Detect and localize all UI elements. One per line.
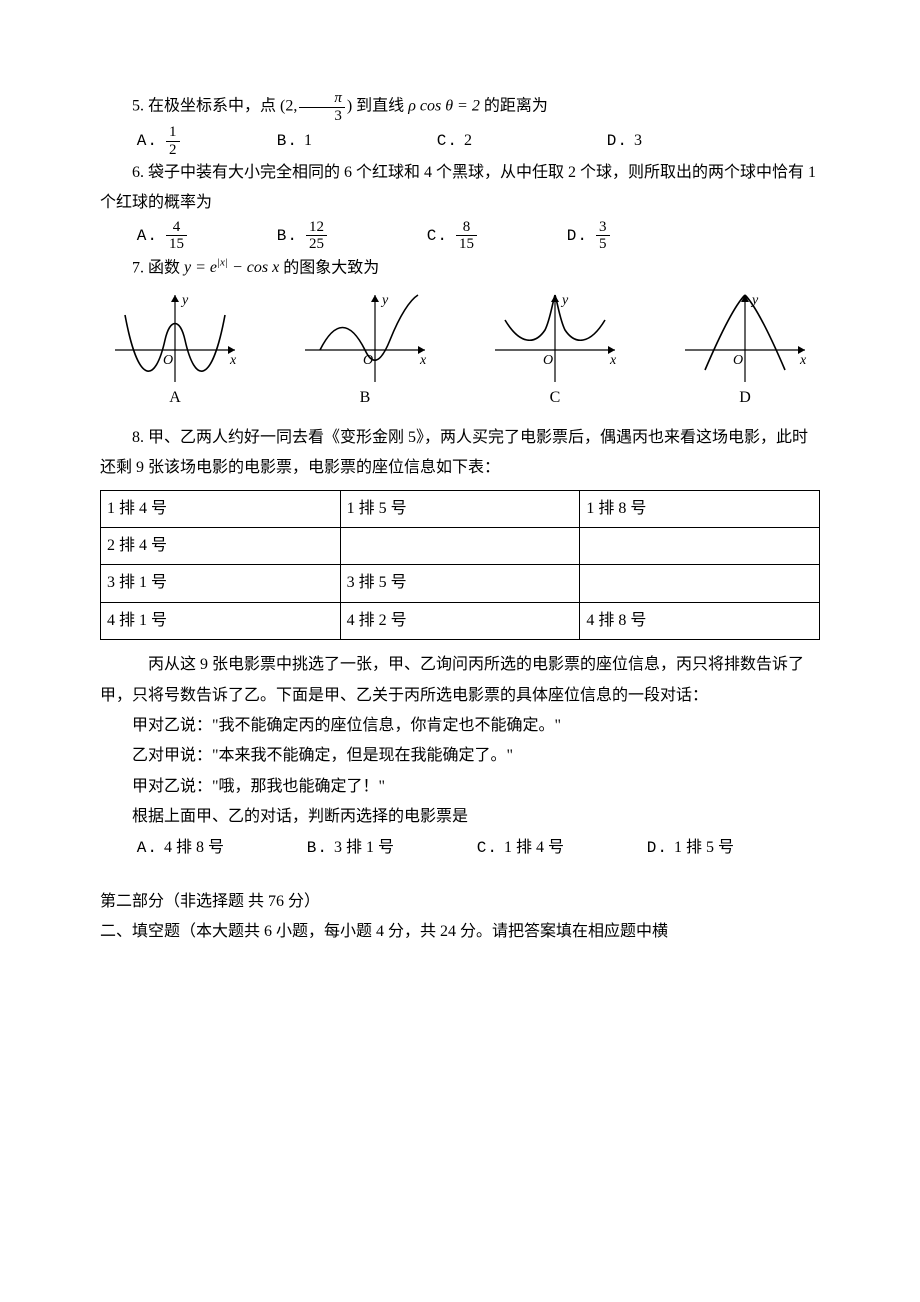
q5-opt-a-frac: 1 2 (166, 124, 180, 158)
question-8-intro: 8. 甲、乙两人约好一同去看《变形金刚 5》，两人买完了电影票后，偶遇丙也来看这… (100, 423, 820, 484)
q8-intro-a: 甲、乙两人约好一同去看《变形金刚 5》，两人买完了电影票后，偶遇丙也来看这场电影… (100, 429, 808, 476)
part2-heading: 第二部分（非选择题 共 76 分） (100, 887, 820, 917)
table-row: 3 排 1 号 3 排 5 号 (101, 565, 820, 602)
svg-text:O: O (163, 353, 173, 368)
q7-graph-d: y x O D (670, 290, 820, 413)
q5-frac-den: 3 (299, 107, 345, 125)
svg-text:y: y (560, 293, 569, 308)
q6-options: A. 415 B. 1225 C. 815 D. 35 (100, 219, 820, 253)
graph-d-label: D (670, 383, 820, 413)
svg-text:y: y (380, 293, 389, 308)
q7-eqn: y = e|x| − cos x (184, 259, 279, 276)
question-7: 7. 函数 y = e|x| − cos x 的图象大致为 (100, 253, 820, 284)
q8-opt-c: C. 1 排 4 号 (477, 833, 647, 863)
q5-point-close: ) (347, 98, 352, 115)
table-row: 1 排 4 号 1 排 5 号 1 排 8 号 (101, 490, 820, 527)
q8-options: A. 4 排 8 号 B. 3 排 1 号 C. 1 排 4 号 D. 1 排 … (100, 833, 820, 863)
q5-text-b: 到直线 (356, 98, 404, 115)
q5-frac-num: π (302, 90, 342, 107)
svg-text:O: O (543, 353, 553, 368)
q6-opt-a: A. 415 (137, 219, 277, 253)
q8-prompt: 根据上面甲、乙的对话，判断丙选择的电影票是 (100, 802, 820, 832)
svg-text:y: y (750, 293, 759, 308)
graph-c-svg: y x O (480, 290, 630, 385)
seat-cell: 1 排 4 号 (101, 490, 341, 527)
q6-opt-b: B. 1225 (277, 219, 427, 253)
table-row: 4 排 1 号 4 排 2 号 4 排 8 号 (101, 602, 820, 639)
q5-eqn: ρ cos θ = 2 (408, 98, 480, 115)
seat-cell: 1 排 5 号 (340, 490, 580, 527)
question-6: 6. 袋子中装有大小完全相同的 6 个红球和 4 个黑球，从中任取 2 个球，则… (100, 158, 820, 219)
seat-cell: 4 排 1 号 (101, 602, 341, 639)
seat-cell: 3 排 1 号 (101, 565, 341, 602)
q7-text-a: 函数 (148, 259, 180, 276)
svg-text:O: O (733, 353, 743, 368)
seat-cell: 4 排 8 号 (580, 602, 820, 639)
svg-text:x: x (419, 353, 427, 368)
seat-cell: 3 排 5 号 (340, 565, 580, 602)
graph-d-svg: y x O (670, 290, 820, 385)
q8-para1: 丙从这 9 张电影票中挑选了一张，甲、乙询问丙所选的电影票的座位信息，丙只将排数… (100, 650, 820, 711)
q5-opt-a: A. 1 2 (137, 124, 277, 158)
q8-opt-d: D. 1 排 5 号 (647, 833, 787, 863)
svg-text:x: x (609, 353, 617, 368)
q7-graph-a: y x O A (100, 290, 250, 413)
seat-cell (580, 565, 820, 602)
q5-opt-c: C. 2 (437, 124, 607, 158)
q8-opt-a: A. 4 排 8 号 (137, 833, 307, 863)
svg-text:x: x (229, 353, 237, 368)
q6-opt-c: C. 815 (427, 219, 567, 253)
q6-text: 袋子中装有大小完全相同的 6 个红球和 4 个黑球，从中任取 2 个球，则所取出… (100, 164, 816, 211)
q8-line3: 甲对乙说："哦，那我也能确定了！" (100, 772, 820, 802)
question-5: 5. 在极坐标系中，点 (2, π 3 ) 到直线 ρ cos θ = 2 的距… (100, 90, 820, 124)
q8-line2: 乙对甲说："本来我不能确定，但是现在我能确定了。" (100, 741, 820, 771)
q5-opt-a-tag: A. (137, 126, 158, 156)
q5-frac: π 3 (299, 90, 345, 124)
q7-graphs: y x O A y x O B (100, 290, 820, 413)
q7-graph-c: y x O C (480, 290, 630, 413)
q8-line1: 甲对乙说："我不能确定丙的座位信息，你肯定也不能确定。" (100, 711, 820, 741)
q8-num: 8. (132, 429, 144, 446)
svg-text:x: x (799, 353, 807, 368)
q5-num: 5. (132, 98, 144, 115)
seat-cell (340, 528, 580, 565)
q6-opt-d: D. 35 (567, 219, 667, 253)
seat-cell: 4 排 2 号 (340, 602, 580, 639)
graph-c-label: C (480, 383, 630, 413)
graph-b-label: B (290, 383, 440, 413)
seat-table: 1 排 4 号 1 排 5 号 1 排 8 号 2 排 4 号 3 排 1 号 … (100, 490, 820, 641)
q7-num: 7. (132, 259, 144, 276)
spacer (100, 863, 820, 887)
graph-a-svg: y x O (100, 290, 250, 385)
q7-text-b: 的图象大致为 (283, 259, 379, 276)
graph-b-svg: y x O (290, 290, 440, 385)
q7-graph-b: y x O B (290, 290, 440, 413)
section2-heading: 二、填空题（本大题共 6 小题，每小题 4 分，共 24 分。请把答案填在相应题… (100, 917, 820, 947)
seat-cell (580, 528, 820, 565)
q5-opt-d: D. 3 (607, 124, 707, 158)
q5-options: A. 1 2 B. 1 C. 2 D. 3 (100, 124, 820, 158)
graph-a-label: A (100, 383, 250, 413)
svg-text:y: y (180, 293, 189, 308)
exam-page: 5. 在极坐标系中，点 (2, π 3 ) 到直线 ρ cos θ = 2 的距… (80, 0, 840, 1008)
seat-cell: 2 排 4 号 (101, 528, 341, 565)
table-row: 2 排 4 号 (101, 528, 820, 565)
q5-opt-b: B. 1 (277, 124, 437, 158)
q8-opt-b: B. 3 排 1 号 (307, 833, 477, 863)
q6-num: 6. (132, 164, 144, 181)
q5-text-a: 在极坐标系中，点 (148, 98, 276, 115)
q5-point-open: (2, (280, 98, 297, 115)
q5-text-c: 的距离为 (484, 98, 548, 115)
seat-cell: 1 排 8 号 (580, 490, 820, 527)
